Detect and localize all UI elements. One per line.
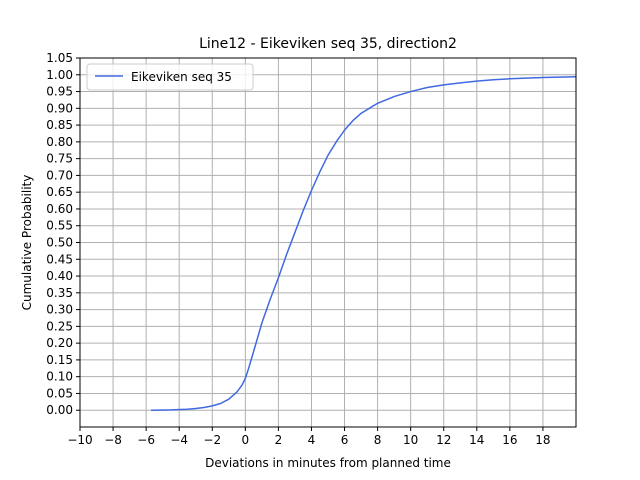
x-tick-label: 16	[502, 433, 517, 447]
y-tick-label: 1.05	[46, 51, 73, 65]
chart-title: Line12 - Eikeviken seq 35, direction2	[199, 36, 457, 52]
x-tick-label: 10	[403, 433, 418, 447]
y-tick-label: 1.00	[46, 68, 73, 82]
x-tick-label: 2	[275, 433, 283, 447]
x-tick-label: 14	[469, 433, 484, 447]
y-tick-label: 0.50	[46, 236, 73, 250]
legend-box	[86, 63, 254, 91]
y-tick-label: 0.20	[46, 336, 73, 350]
x-tick-label: −8	[104, 433, 122, 447]
x-tick-label: 12	[436, 433, 451, 447]
y-tick-label: 0.55	[46, 219, 73, 233]
legend-label: Eikeviken seq 35	[131, 70, 232, 84]
x-tick-label: 4	[308, 433, 316, 447]
y-tick-label: 0.75	[46, 152, 73, 166]
y-tick-label: 0.65	[46, 185, 73, 199]
y-tick-label: 0.60	[46, 202, 73, 216]
x-tick-label: −6	[137, 433, 155, 447]
y-tick-label: 0.90	[46, 101, 73, 115]
grid	[79, 57, 576, 427]
x-axis-label: Deviations in minutes from planned time	[205, 456, 451, 470]
y-axis-label: Cumulative Probability	[20, 175, 34, 311]
y-tick-label: 0.45	[46, 252, 73, 266]
y-tick-label: 0.70	[46, 168, 73, 182]
y-tick-label: 0.15	[46, 353, 73, 367]
y-tick-label: 0.40	[46, 269, 73, 283]
x-tick-label: 8	[374, 433, 382, 447]
y-axis: 0.00 0.05 0.10 0.15 0.20 0.25 0.30 0.35 0.40 0.45…	[46, 51, 80, 417]
series-layer	[151, 76, 576, 411]
x-tick-label: −2	[203, 433, 221, 447]
y-tick-label: 0.80	[46, 135, 73, 149]
x-tick-label: 18	[535, 433, 550, 447]
y-tick-label: 0.35	[46, 286, 73, 300]
y-tick-label: 0.25	[46, 319, 73, 333]
y-tick-label: 0.05	[46, 386, 73, 400]
y-tick-label: 0.30	[46, 303, 73, 317]
x-tick-label: 6	[341, 433, 349, 447]
x-axis: −10 −8 −6 −4 −2 0 2 4 6 8 10 12 14 16 18	[67, 427, 551, 447]
legend: Eikeviken seq 35	[86, 63, 254, 91]
y-tick-label: 0.00	[46, 403, 73, 417]
x-tick-label: 0	[242, 433, 250, 447]
series-line	[151, 76, 576, 411]
y-tick-label: 0.85	[46, 118, 73, 132]
y-tick-label: 0.95	[46, 85, 73, 99]
x-tick-label: −10	[67, 433, 92, 447]
x-tick-label: −4	[170, 433, 188, 447]
y-tick-label: 0.10	[46, 370, 73, 384]
